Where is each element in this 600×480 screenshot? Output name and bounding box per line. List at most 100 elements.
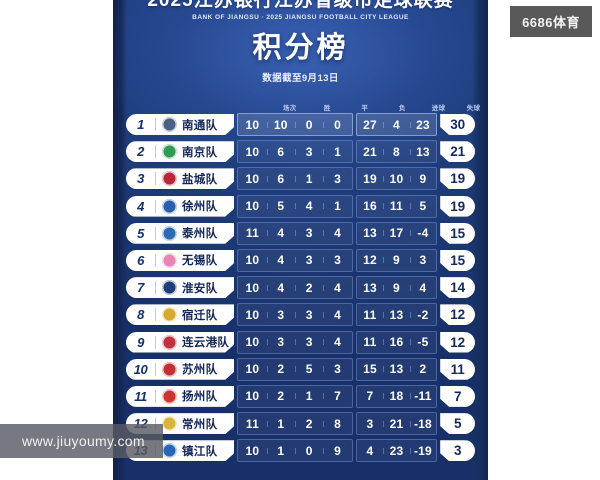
- cell-loss: 1: [323, 199, 351, 213]
- col-header-goals-for: 进球: [431, 104, 446, 112]
- cell-draw: 3: [294, 226, 323, 240]
- cell-points: 30: [450, 117, 465, 132]
- cell-gd: 4: [409, 281, 436, 295]
- cell-ga: 13: [383, 362, 409, 376]
- record-group: 10 10 0 0: [237, 113, 353, 136]
- cell-draw: 4: [294, 199, 323, 213]
- goals-group: 27 4 23: [355, 113, 438, 136]
- cell-points: 7: [453, 388, 462, 404]
- table-row[interactable]: 9 连云港队 10 3 3 4 11 16 -5 12: [126, 330, 475, 355]
- table-row[interactable]: 3 盐城队 10 6 1 3 19 10 9 19: [126, 166, 475, 191]
- team-logo-icon: [162, 144, 177, 159]
- table-row[interactable]: 4 徐州队 10 5 4 1 16 11 5 19: [126, 194, 475, 219]
- team-name: 宿迁队: [182, 309, 218, 322]
- table-row[interactable]: 13镇江队10109423-193: [126, 438, 475, 463]
- team-name-box[interactable]: 8 宿迁队: [126, 304, 234, 325]
- team-name-box[interactable]: 7 淮安队: [126, 277, 234, 298]
- cell-draw: 0: [294, 444, 323, 458]
- cell-win: 4: [266, 253, 295, 267]
- team-logo-icon: [162, 362, 177, 377]
- cell-points: 15: [450, 225, 465, 241]
- cell-win: 10: [266, 118, 295, 132]
- team-name-box[interactable]: 5 泰州队: [126, 223, 234, 244]
- team-name-box[interactable]: 9 连云港队: [126, 332, 234, 353]
- divider: [155, 308, 156, 321]
- points-box: 19: [440, 168, 475, 190]
- table-row[interactable]: 11 扬州队 10 2 1 7 7 18 -11 7: [126, 384, 475, 409]
- points-box: 12: [440, 304, 475, 326]
- cell-gf: 19: [363, 171, 377, 186]
- cell-win: 6: [266, 145, 295, 159]
- team-name-box[interactable]: 2 南京队: [126, 141, 234, 162]
- cell-win: 1: [266, 444, 295, 458]
- cell-draw: 2: [294, 281, 323, 295]
- table-row[interactable]: 7 淮安队 10 4 2 4 13 9 4 14: [126, 275, 475, 300]
- divider: [155, 200, 156, 213]
- cell-points: 12: [450, 334, 465, 350]
- rank-number: 11: [134, 388, 147, 404]
- divider: [155, 390, 156, 403]
- cell-gd: 9: [409, 172, 436, 186]
- cell-loss: 8: [323, 417, 351, 431]
- team-name-box[interactable]: 10 苏州队: [126, 359, 234, 380]
- cell-gf: 27: [363, 117, 377, 132]
- team-logo-icon: [162, 171, 177, 186]
- table-row[interactable]: 12常州队11128321-185: [126, 411, 475, 436]
- team-name-box[interactable]: 4 徐州队: [126, 196, 234, 217]
- table-row[interactable]: 10 苏州队 10 2 5 3 15 13 2 11: [126, 357, 475, 382]
- cell-played: 10: [245, 335, 260, 349]
- cell-played: 10: [245, 253, 260, 268]
- table-row[interactable]: 5 泰州队 11 4 3 4 13 17 -4 15: [126, 221, 475, 246]
- cell-points: 19: [450, 171, 465, 187]
- goals-group: 3 21 -18: [355, 412, 438, 436]
- rank-number: 6: [137, 252, 144, 268]
- cell-played: 10: [245, 443, 260, 458]
- team-name-box[interactable]: 3 盐城队: [126, 168, 234, 189]
- team-name-box[interactable]: 6 无锡队: [126, 250, 234, 271]
- table-row[interactable]: 2 南京队 10 6 3 1 21 8 13 21: [126, 139, 475, 164]
- cell-draw: 1: [294, 389, 323, 403]
- divider: [155, 118, 156, 131]
- goals-group: 21 8 13: [355, 140, 438, 164]
- cell-ga: 8: [383, 145, 409, 159]
- cell-gf: 4: [366, 443, 374, 458]
- cell-gf: 15: [363, 362, 377, 377]
- cell-loss: 0: [323, 118, 351, 132]
- cell-loss: 3: [323, 253, 351, 267]
- cell-ga: 10: [383, 172, 409, 186]
- cell-gf: 11: [363, 307, 377, 322]
- rank-number: 3: [137, 171, 144, 187]
- cell-draw: 3: [294, 253, 323, 267]
- team-name: 常州队: [182, 418, 218, 431]
- cell-loss: 4: [323, 281, 351, 295]
- record-group: 10 4 3 3: [237, 248, 353, 272]
- cell-win: 2: [266, 389, 295, 403]
- points-box: 11: [440, 358, 475, 380]
- team-name: 无锡队: [182, 255, 218, 268]
- team-name: 徐州队: [182, 201, 218, 214]
- table-row[interactable]: 6 无锡队 10 4 3 3 12 9 3 15: [126, 248, 475, 273]
- table-row[interactable]: 8 宿迁队 10 3 3 4 11 13 -2 12: [126, 302, 475, 327]
- cell-gf: 16: [363, 199, 377, 214]
- rank-number: 5: [137, 225, 144, 241]
- table-row[interactable]: 1 南通队 10 10 0 0 27 4 23 30: [126, 112, 475, 137]
- goals-group: 11 13 -2: [355, 303, 438, 327]
- cell-win: 3: [266, 308, 295, 322]
- goals-group: 13 9 4: [355, 276, 438, 300]
- goals-group: 7 18 -11: [355, 384, 438, 408]
- cell-points: 19: [450, 198, 465, 214]
- col-header-goals-against: 失球: [466, 104, 481, 112]
- cell-loss: 4: [323, 335, 351, 349]
- cell-gd: -19: [409, 444, 436, 458]
- team-name-box[interactable]: 1 南通队: [126, 114, 234, 135]
- goals-group: 19 10 9: [355, 167, 438, 191]
- cell-played: 10: [245, 117, 260, 132]
- team-logo-icon: [162, 253, 177, 268]
- team-name-box[interactable]: 11 扬州队: [126, 386, 234, 407]
- divider: [155, 336, 156, 349]
- points-box: 14: [440, 277, 475, 299]
- cell-points: 14: [450, 280, 465, 296]
- team-logo-icon: [162, 280, 177, 295]
- cell-gd: 23: [409, 118, 436, 132]
